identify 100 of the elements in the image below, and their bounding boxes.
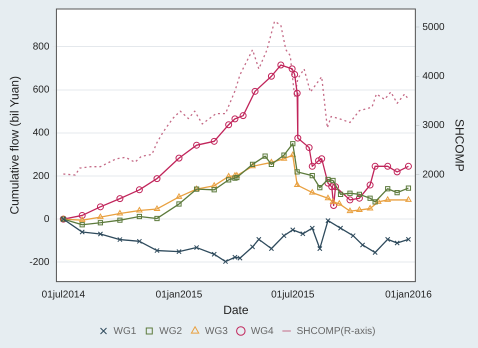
- point: [336, 200, 342, 206]
- point: [234, 174, 240, 180]
- point: [338, 192, 344, 197]
- point: [226, 172, 232, 178]
- point: [324, 180, 332, 187]
- point: [268, 162, 274, 167]
- y2-tick-label: 5000: [422, 22, 446, 33]
- point: [176, 249, 182, 254]
- y2-tick-label: 4000: [422, 71, 446, 82]
- point: [294, 134, 302, 142]
- point: [291, 71, 298, 78]
- point: [252, 88, 259, 95]
- point: [330, 202, 338, 210]
- point: [325, 218, 331, 224]
- point: [281, 233, 287, 238]
- point: [366, 182, 374, 189]
- point: [117, 236, 123, 242]
- point: [360, 242, 366, 248]
- point: [332, 183, 340, 190]
- point: [288, 65, 296, 72]
- point: [222, 258, 228, 264]
- point: [231, 115, 238, 122]
- point: [372, 199, 378, 204]
- point: [338, 226, 344, 231]
- point: [306, 144, 313, 152]
- point: [96, 203, 104, 210]
- x-tick-label: 01jan2015: [156, 289, 203, 300]
- point: [280, 155, 288, 161]
- y-tick-label: 200: [32, 170, 50, 182]
- point: [394, 190, 400, 196]
- line-series: [62, 20, 410, 176]
- point: [268, 158, 274, 164]
- point: [256, 236, 262, 242]
- point: [356, 192, 362, 197]
- point: [136, 238, 142, 244]
- point: [240, 112, 247, 120]
- point: [154, 205, 160, 211]
- point: [294, 90, 301, 97]
- point: [250, 244, 256, 250]
- point: [211, 182, 218, 188]
- point: [232, 176, 238, 181]
- point: [98, 220, 104, 226]
- point: [385, 186, 390, 192]
- point: [328, 183, 336, 190]
- point: [225, 121, 232, 128]
- point: [268, 246, 274, 252]
- point: [294, 182, 300, 188]
- point: [237, 255, 243, 261]
- point: [80, 222, 85, 228]
- point: [310, 172, 315, 178]
- point: [384, 162, 392, 170]
- point: [356, 206, 363, 212]
- point: [153, 175, 160, 182]
- point: [116, 210, 124, 216]
- point: [356, 194, 363, 202]
- point: [384, 196, 391, 202]
- point: [212, 187, 217, 192]
- point: [318, 155, 326, 162]
- x-axis-title: Date: [223, 303, 249, 318]
- point: [154, 248, 160, 254]
- point: [394, 240, 400, 246]
- point: [347, 190, 353, 196]
- point: [300, 231, 306, 236]
- point: [346, 196, 354, 204]
- point: [294, 169, 300, 175]
- point: [154, 216, 160, 222]
- point: [367, 196, 373, 201]
- point: [194, 244, 200, 250]
- point: [210, 138, 218, 145]
- point: [232, 172, 238, 178]
- point: [176, 201, 182, 207]
- point: [136, 214, 142, 220]
- point: [78, 212, 86, 219]
- legend-label: SHCOMP(R-axis): [296, 326, 376, 337]
- legend-label: WG3: [205, 326, 228, 337]
- point: [394, 168, 401, 176]
- point: [309, 189, 316, 195]
- point: [117, 218, 123, 223]
- y-tick-label: 600: [32, 84, 50, 96]
- point: [98, 231, 104, 237]
- point: [375, 198, 382, 204]
- point: [281, 152, 287, 158]
- point: [97, 214, 104, 220]
- point: [226, 177, 232, 183]
- point: [405, 196, 412, 202]
- point: [366, 205, 374, 211]
- point: [317, 185, 322, 190]
- point: [308, 162, 316, 170]
- point: [176, 193, 182, 199]
- point: [330, 198, 336, 204]
- point: [315, 157, 322, 164]
- y2-tick-label: 2000: [422, 169, 446, 180]
- y-tick-label: 400: [32, 128, 50, 139]
- point: [268, 72, 275, 80]
- point: [290, 227, 296, 233]
- x-tick-label: 01jul2015: [271, 289, 315, 300]
- point: [350, 233, 356, 238]
- y-axis-title: Cumulative flow (bil Yuan): [8, 76, 22, 215]
- y-tick-label: -200: [29, 256, 50, 268]
- point: [406, 185, 412, 191]
